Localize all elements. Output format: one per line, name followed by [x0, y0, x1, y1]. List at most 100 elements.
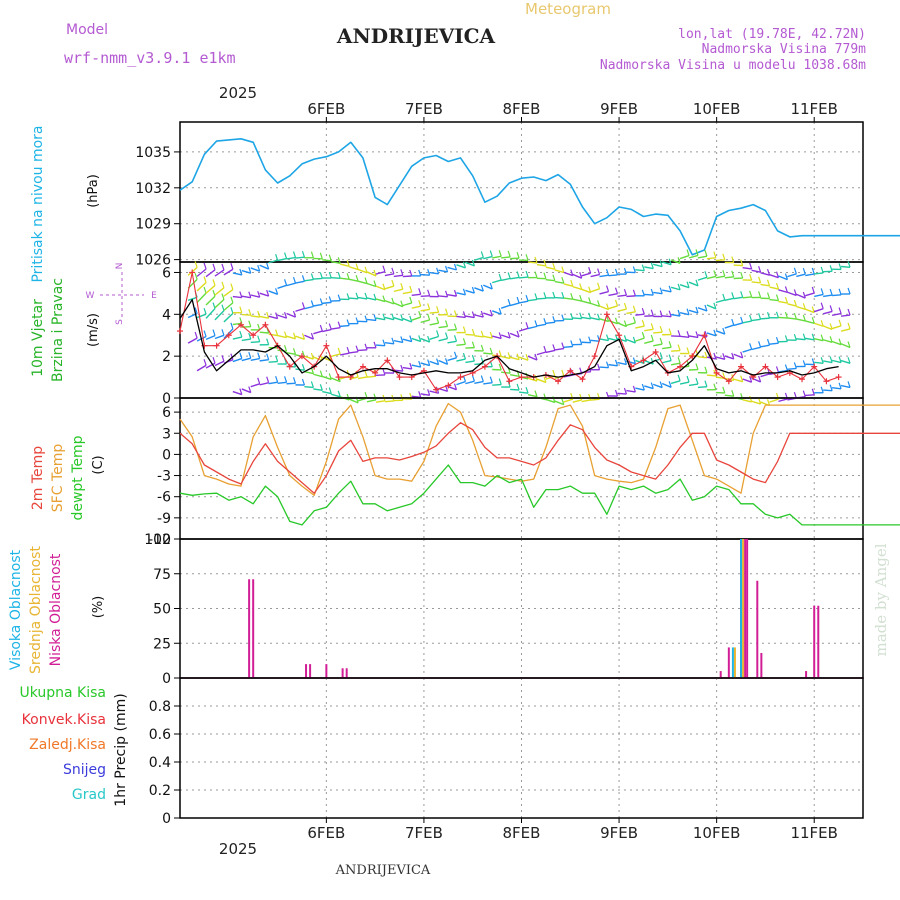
wind-barb-flag: [310, 273, 314, 280]
y-tick-label: 1029: [135, 217, 171, 233]
wind-barb: [805, 292, 815, 297]
wind-barb-flag: [391, 297, 395, 305]
precip-total-label: Ukupna Kisa: [19, 685, 106, 701]
wind-barb-flag: [427, 313, 431, 321]
wind-barb: [787, 367, 797, 370]
wind-barb-flag: [453, 351, 458, 358]
wind-barb-flag: [766, 268, 771, 276]
wind-barb: [223, 288, 234, 297]
wind-barb: [760, 373, 770, 378]
wind-barb-flag: [811, 286, 815, 294]
wind-barb: [671, 349, 681, 352]
wind-barb-flag: [641, 319, 645, 327]
wind-barb-flag: [203, 330, 207, 337]
wind-barb: [232, 357, 243, 363]
wind-barb: [608, 363, 618, 367]
pressure-unit: (hPa): [86, 174, 101, 208]
wind-barb-flag: [847, 381, 851, 388]
wind-barb-flag: [605, 391, 610, 399]
wind-barb-flag: [722, 386, 726, 394]
top-day-label: 8FEB: [503, 100, 541, 118]
wind-barb: [608, 274, 618, 277]
wind-barb-flag: [284, 345, 288, 352]
wind-barb: [697, 355, 708, 359]
wind-barb-flag: [292, 310, 297, 318]
wind-barb: [232, 390, 243, 396]
wind-barb-flag: [820, 357, 824, 364]
wind-barb: [814, 293, 824, 298]
wind-barb: [635, 268, 645, 272]
wind-barb-flag: [802, 390, 806, 397]
wind-barb-flag: [847, 287, 851, 295]
wind-barb: [465, 261, 475, 267]
wind-barb-flag: [838, 382, 842, 390]
wind-barb: [644, 385, 654, 390]
wind-barb-flag: [391, 279, 395, 287]
wind-barb: [277, 334, 287, 339]
wind-barb: [813, 308, 824, 313]
wind-barb: [349, 351, 359, 354]
wind-barb: [241, 295, 251, 299]
wind-barb: [304, 371, 314, 375]
wind-barb: [554, 269, 565, 274]
wind-barb: [599, 290, 609, 295]
wind-barb-flag: [704, 249, 708, 257]
wind-barb-flag: [525, 387, 529, 394]
wind-barb-flag: [740, 271, 744, 279]
wind-barb: [635, 325, 645, 329]
wind-barb: [527, 298, 538, 302]
wind-barb: [823, 294, 833, 298]
wind-barb-flag: [409, 285, 413, 293]
wind-barb: [331, 326, 341, 330]
wind-barb: [671, 313, 681, 317]
wind-barb-flag: [686, 347, 690, 354]
wind-barb-flag: [775, 311, 780, 318]
wind-barb: [617, 294, 627, 298]
wind-barb: [823, 360, 833, 364]
wind-barb: [652, 383, 663, 389]
wind-barb: [187, 296, 198, 301]
wind-barb: [742, 267, 752, 270]
wind-barb-flag: [722, 327, 726, 335]
wind-barb: [545, 321, 555, 324]
wind-barb-flag: [695, 363, 699, 370]
wind-barb-flag: [427, 359, 431, 366]
wind-barb-flag: [284, 252, 288, 259]
compass-e-label: E: [151, 291, 157, 301]
wind-barb-flag: [284, 279, 288, 286]
wind-barb-flag: [695, 306, 699, 314]
wind-barb-flag: [784, 296, 789, 304]
wind-barb: [688, 383, 699, 387]
wind-barb-flag: [301, 302, 306, 309]
wind-barb: [545, 266, 556, 270]
wind-barb-flag: [829, 265, 833, 272]
wind-barb: [840, 384, 851, 389]
wind-barb-flag: [623, 335, 628, 342]
wind-barb: [715, 330, 726, 335]
wind-barb-flag: [409, 269, 413, 277]
precip-axis-label: 1hr Precip (mm): [113, 693, 129, 806]
wind-barb-flag: [668, 381, 672, 388]
wind-barb-flag: [775, 294, 780, 301]
wind-barb-flag: [355, 292, 359, 300]
wind-barb: [527, 377, 538, 382]
wind-barb: [509, 356, 520, 361]
wind-barb-flag: [579, 294, 583, 302]
wind-barb-flag: [552, 274, 556, 281]
wind-barb-flag: [364, 392, 368, 399]
wind-barb: [214, 269, 225, 277]
wind-barb-flag: [614, 299, 619, 307]
wind-barb: [706, 374, 716, 377]
wind-barb-flag: [525, 354, 529, 361]
wind-barb: [465, 333, 475, 336]
wind-title-2: Brzina i Pravac: [50, 278, 66, 382]
wind-barb-flag: [534, 390, 538, 397]
wind-barb-flag: [641, 307, 645, 315]
wind-barb-flag: [337, 390, 341, 398]
wind-barb-flag: [444, 290, 449, 297]
wind-barb-flag: [784, 273, 789, 280]
wind-barb: [232, 336, 243, 340]
wind-barb: [832, 294, 842, 297]
wind-barb-flag: [194, 331, 198, 339]
wind-barb: [465, 360, 475, 364]
